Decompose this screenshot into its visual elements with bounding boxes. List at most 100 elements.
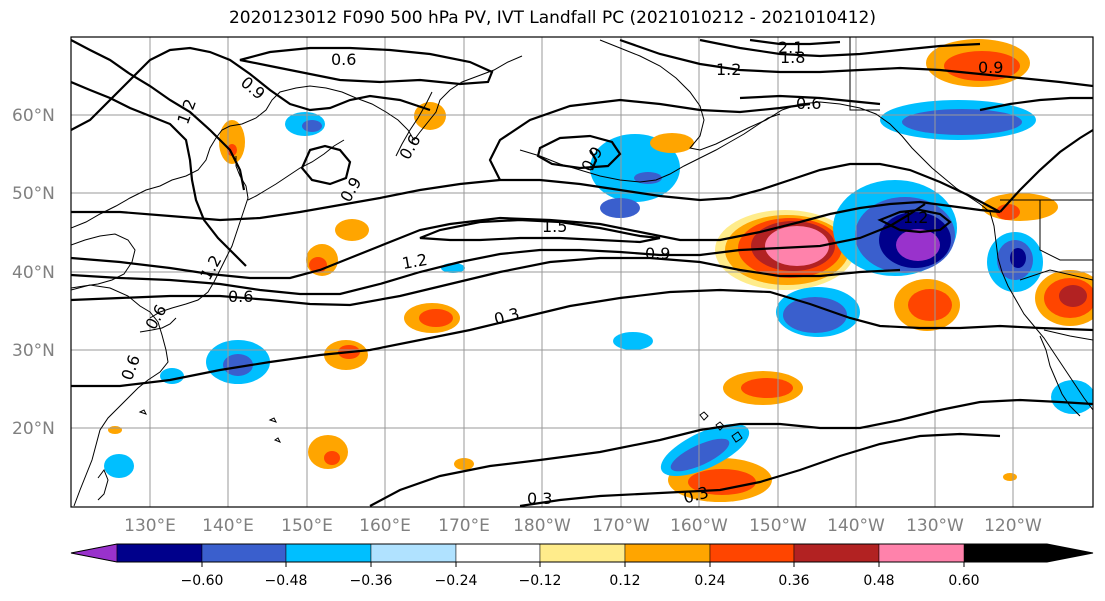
colorbar-tick-label: 0.60: [948, 573, 979, 589]
colorbar-segment: [539, 543, 626, 563]
colorbar-tick-label: 0.36: [778, 573, 809, 589]
contour-label: 1.2: [400, 250, 428, 273]
anomaly-shade: [688, 469, 756, 495]
pv-contour: [979, 96, 1093, 112]
colorbar-segment: [878, 543, 965, 563]
colorbar-ticks: [201, 562, 965, 567]
coastline-kamchatka: [395, 91, 433, 157]
pv-contour: [699, 38, 981, 58]
lon-label: 120°W: [984, 516, 1042, 536]
coastline-japan: [139, 317, 177, 333]
contour-label: 1.8: [780, 48, 805, 67]
anomaly-shade: [1003, 473, 1017, 481]
anomaly-shade: [783, 297, 847, 333]
anomaly-shade: [1059, 285, 1087, 307]
map-title: 2020123012 F090 500 hPa PV, IVT Landfall…: [228, 8, 876, 28]
anomaly-shade: [1010, 248, 1026, 268]
contour-label: 0.6: [228, 287, 253, 306]
anomaly-shade: [765, 226, 829, 266]
coastline-kuril: [247, 139, 345, 201]
contour-label: 0.6: [796, 94, 821, 113]
coastline-baja: [1039, 335, 1081, 417]
anomaly-shade: [996, 204, 1020, 220]
border-states: [1039, 200, 1093, 261]
pv-contour: [71, 200, 1001, 280]
colorbar: −0.60 −0.48 −0.36 −0.24 −0.12 0.12 0.24 …: [70, 543, 1094, 589]
anomaly-shade: [944, 51, 1020, 81]
colorbar-tick-label: −0.48: [265, 573, 308, 589]
coastline-alaska: [599, 39, 991, 213]
pv-contour: [71, 39, 246, 191]
anomaly-shade: [896, 229, 940, 261]
anomaly-shade: [650, 133, 694, 153]
contour-label: 2.1: [778, 38, 803, 57]
contour-label: 1.2: [173, 96, 200, 126]
lat-label: 20°N: [12, 419, 55, 439]
coastline-islands: [138, 409, 282, 443]
lon-labels: 130°E 140°E 150°E 160°E 170°E 180°W 170°…: [124, 516, 1042, 536]
lon-label: 140°W: [827, 516, 885, 536]
lat-label: 60°N: [12, 106, 55, 126]
pv-contour: [71, 203, 926, 296]
colorbar-segment: [370, 543, 457, 563]
colorbar-tick-label: −0.60: [181, 573, 224, 589]
pv-contour: [619, 38, 1093, 88]
colorbar-tick-label: 0.24: [694, 573, 725, 589]
pv-contour: [71, 80, 247, 267]
lon-label: 150°W: [749, 516, 807, 536]
colorbar-segment: [964, 544, 1093, 562]
coastline-westcoast: [989, 211, 1093, 411]
anomaly-shade: [419, 309, 453, 327]
lon-label: 150°E: [281, 516, 333, 536]
contour-label: 0.6: [141, 301, 170, 333]
colorbar-segment: [709, 543, 795, 563]
colorbar-segment: [455, 543, 541, 563]
contour-label: 0.6: [395, 131, 424, 163]
coastline-taiwan: [97, 468, 109, 501]
coastline-asia: [71, 284, 169, 507]
lon-label: 170°W: [592, 516, 650, 536]
pv-contour: [71, 162, 1001, 222]
pv-contour: [300, 144, 352, 186]
lat-label: 40°N: [12, 263, 55, 283]
coastline-asia: [71, 55, 523, 229]
border-us-mexico: [1043, 329, 1093, 341]
pv-contour: [739, 94, 881, 106]
anomaly-shade: [108, 426, 122, 434]
colorbar-tick-label: −0.36: [350, 573, 393, 589]
pv-contour: [71, 256, 901, 307]
map-frame: [70, 36, 1094, 508]
contour-label: 0.3: [492, 304, 522, 329]
contour-label: 0.9: [645, 244, 670, 263]
colorbar-outline: [70, 543, 1094, 563]
anomaly-shade: [324, 451, 340, 465]
anomaly-shade: [590, 134, 680, 202]
contour-label: 1.2: [716, 60, 741, 79]
coastlines: [71, 37, 1093, 507]
pv-contour: [239, 46, 494, 86]
anomaly-shade: [104, 454, 134, 478]
pv-contour: [419, 218, 661, 244]
pv-contour: [369, 398, 1093, 507]
anomaly-shade: [335, 219, 369, 241]
anomaly-shade: [302, 120, 322, 132]
pv-contours: [71, 38, 1093, 507]
anomaly-shade: [908, 289, 952, 321]
lon-label: 170°E: [438, 516, 490, 536]
contour-label: 1.2: [903, 208, 928, 227]
colorbar-segment: [285, 543, 372, 563]
anomaly-shade: [414, 102, 446, 130]
contour-label: 1.2: [196, 252, 225, 284]
lon-label: 140°E: [202, 516, 254, 536]
contour-label: 0.3: [527, 489, 552, 508]
pv-contour: [999, 129, 1093, 213]
colorbar-segment: [116, 543, 203, 563]
lon-label: 160°W: [670, 516, 728, 536]
colorbar-tick-label: −0.12: [519, 573, 562, 589]
lat-label: 50°N: [12, 184, 55, 204]
anomaly-shade: [600, 198, 640, 218]
pv-contour: [749, 38, 841, 46]
contour-label: 0.9: [237, 73, 269, 104]
colorbar-tick-label: 0.48: [863, 573, 894, 589]
anomaly-shade: [219, 120, 245, 164]
